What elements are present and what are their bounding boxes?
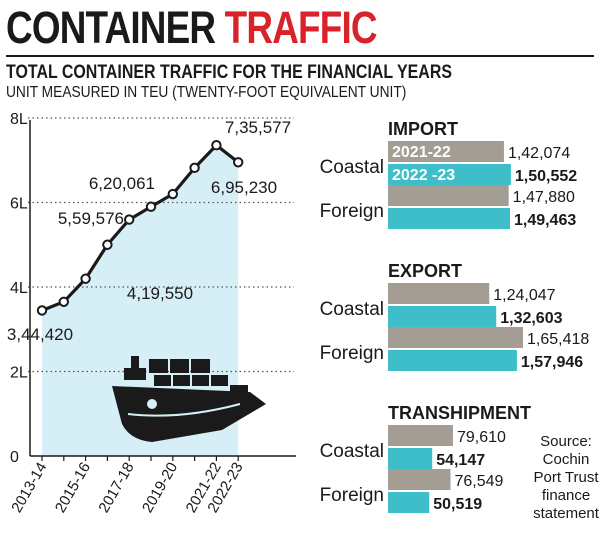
group-header: EXPORT (388, 261, 462, 281)
row-label: Foreign (320, 201, 384, 222)
headline: CONTAINER TRAFFIC (6, 2, 378, 54)
headline-part1: CONTAINER (6, 2, 216, 53)
value-2022-23: 1,57,946 (521, 354, 583, 371)
data-label: 4,19,550 (127, 284, 193, 303)
value-2022-23: 1,49,463 (514, 212, 576, 229)
data-label: 3,44,420 (7, 325, 73, 344)
x-tick-label: 2019-20 (139, 460, 181, 516)
data-point (211, 140, 222, 151)
data-point (80, 273, 91, 284)
y-tick-label: 8L (10, 111, 28, 128)
legend-2022-23: 2022 -23 (392, 167, 455, 184)
headline-rule (6, 55, 594, 57)
chart-subtitle: UNIT MEASURED IN TEU (TWENTY-FOOT EQUIVA… (6, 84, 407, 101)
data-point (58, 296, 69, 307)
data-point (36, 305, 48, 316)
group-header: IMPORT (388, 119, 458, 139)
value-2021-22: 1,42,074 (508, 145, 570, 162)
y-tick-label: 6L (10, 196, 28, 213)
bar-2021-22 (388, 327, 523, 348)
value-2022-23: 54,147 (436, 452, 485, 469)
value-2021-22: 1,47,880 (513, 189, 575, 206)
value-2022-23: 1,50,552 (515, 168, 577, 185)
row-label: Coastal (320, 299, 384, 320)
chart-title: TOTAL CONTAINER TRAFFIC FOR THE FINANCIA… (6, 62, 453, 83)
bar-2021-22 (388, 469, 451, 490)
value-2021-22: 1,24,047 (493, 287, 555, 304)
row-label: Coastal (320, 441, 384, 462)
bar-2022-23 (388, 350, 517, 371)
value-2021-22: 76,549 (454, 473, 503, 490)
value-2022-23: 50,519 (433, 496, 482, 513)
data-label: 7,35,577 (225, 118, 291, 137)
data-point (233, 157, 244, 168)
data-label: 5,59,576 (58, 209, 124, 228)
bar-2022-23 (388, 448, 433, 469)
row-label: Foreign (320, 343, 384, 364)
x-tick-label: 2017-18 (95, 460, 137, 516)
bar-2022-23 (388, 306, 497, 327)
data-point (102, 239, 113, 250)
y-tick-label: 2L (10, 365, 28, 382)
bar-2021-22 (388, 283, 490, 304)
bar-2022-23 (388, 208, 510, 229)
value-2022-23: 1,32,603 (500, 310, 562, 327)
data-point (124, 214, 135, 225)
data-label: 6,95,230 (211, 178, 277, 197)
bar-2022-23 (388, 164, 511, 185)
container-ship-icon (112, 356, 266, 442)
x-tick-label: 2013-14 (8, 460, 50, 516)
y-tick-label: 4L (10, 280, 28, 297)
data-label: 6,20,061 (89, 174, 155, 193)
bar-2021-22 (388, 425, 453, 446)
data-point (189, 162, 200, 174)
bar-2022-23 (388, 492, 430, 513)
x-tick-label: 2015-16 (52, 460, 94, 516)
row-label: Coastal (320, 157, 384, 178)
value-2021-22: 79,610 (457, 429, 506, 446)
group-header: TRANSHIPMENT (388, 403, 531, 423)
bar-2021-22 (388, 185, 509, 206)
bar-chart: IMPORTCoastal1,42,0741,50,5522021-222022… (320, 119, 600, 522)
data-point (167, 188, 179, 200)
bar-2021-22 (388, 141, 504, 162)
series-line (41, 143, 240, 312)
data-point (145, 201, 157, 212)
source-note: Source: Cochin Port Trust finance statement (533, 433, 600, 522)
row-label: Foreign (320, 485, 384, 506)
y-tick-label: 0 (10, 449, 19, 466)
value-2021-22: 1,65,418 (527, 331, 589, 348)
headline-part2: TRAFFIC (224, 2, 378, 53)
legend-2021-22: 2021-22 (392, 144, 451, 161)
